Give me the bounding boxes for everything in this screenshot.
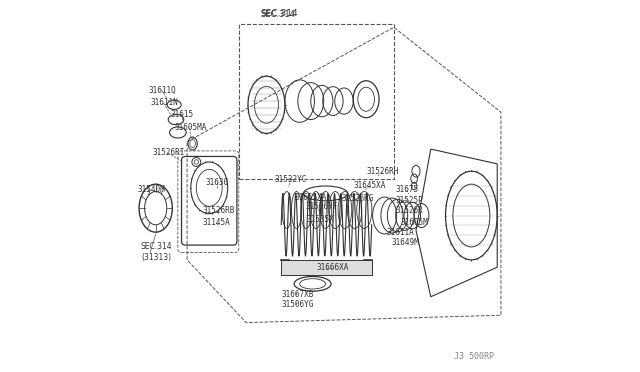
Text: SEC.314: SEC.314 [260, 9, 298, 18]
Text: 31667XB: 31667XB [281, 291, 314, 299]
Text: 31526RG: 31526RG [341, 194, 373, 203]
Text: 31535X: 31535X [307, 215, 335, 224]
Text: 31655XA: 31655XA [294, 193, 326, 202]
Text: 31666XA: 31666XA [316, 263, 349, 272]
Text: 31145A: 31145A [203, 218, 230, 227]
Text: 31611N: 31611N [150, 99, 178, 108]
FancyBboxPatch shape [281, 260, 372, 275]
Text: 31645XA: 31645XA [354, 182, 387, 190]
Text: 31611A: 31611A [387, 228, 414, 237]
Text: J3 500RP: J3 500RP [454, 352, 493, 361]
Text: 31615: 31615 [170, 109, 193, 119]
Text: 31540M: 31540M [137, 185, 165, 194]
Text: 31506YG: 31506YG [281, 300, 314, 310]
Text: 31525P: 31525P [396, 196, 424, 205]
Text: 31675: 31675 [396, 185, 419, 194]
Text: 31605M: 31605M [401, 218, 428, 227]
Text: 31630: 31630 [205, 178, 228, 187]
Text: 31532YC: 31532YC [275, 175, 307, 184]
Text: 31526RH: 31526RH [367, 167, 399, 176]
Text: (31313): (31313) [141, 253, 171, 262]
Text: SEC.314: SEC.314 [141, 242, 173, 251]
Text: 31611Q: 31611Q [148, 86, 176, 94]
Text: 31526RB: 31526RB [203, 206, 236, 215]
Text: 31506YF: 31506YF [305, 202, 338, 211]
Text: 31649M: 31649M [391, 238, 419, 247]
Text: SEC.314: SEC.314 [260, 10, 295, 19]
Text: 31526RI: 31526RI [152, 148, 184, 157]
Text: 31526R: 31526R [396, 206, 424, 215]
Text: 31605MA: 31605MA [174, 123, 207, 132]
